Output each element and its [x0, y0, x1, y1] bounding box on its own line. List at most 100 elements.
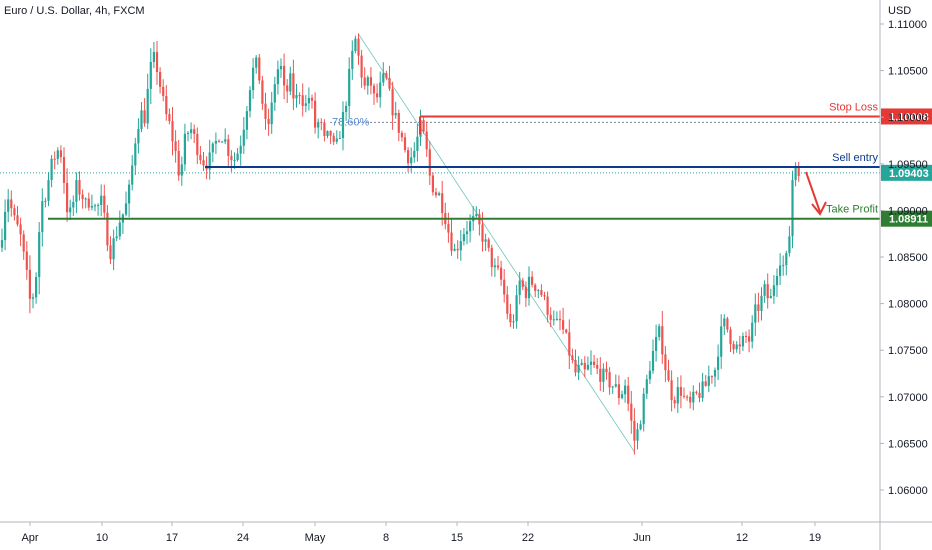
candle-body: [35, 277, 38, 298]
candle-body: [717, 356, 720, 370]
candle-body: [233, 159, 236, 161]
candle-body: [19, 224, 22, 235]
take-profit-price-tag-text: 1.08911: [889, 214, 928, 226]
candle-body: [66, 182, 69, 213]
candle-body: [78, 180, 81, 195]
candle-body: [388, 78, 391, 89]
candle-body: [314, 100, 317, 128]
candle-body: [335, 138, 338, 142]
x-tick-label: 12: [736, 532, 748, 544]
candle-body: [531, 276, 534, 285]
candle-body: [735, 344, 738, 350]
currency-label: USD: [888, 5, 911, 17]
trade-arrow: [805, 171, 821, 213]
candle-body: [791, 180, 794, 237]
candle-body: [670, 380, 673, 401]
candle-body: [134, 143, 137, 166]
candle-body: [630, 403, 633, 421]
candle-body: [56, 150, 59, 159]
candle-body: [720, 326, 723, 357]
candle-body: [298, 95, 301, 97]
candle-body: [434, 192, 438, 196]
candle-body: [261, 80, 264, 104]
candle-body: [103, 195, 106, 213]
candle-body: [292, 73, 295, 99]
candle-body: [794, 167, 797, 181]
candle-body: [289, 73, 292, 92]
candle-body: [506, 294, 509, 314]
candle-body: [521, 280, 524, 287]
candle-body: [369, 77, 372, 86]
candle-body: [593, 361, 596, 365]
candle-body: [775, 276, 779, 286]
candle-body: [751, 322, 754, 342]
candle-body: [673, 400, 676, 404]
candle-body: [605, 368, 608, 373]
candle-body: [679, 387, 682, 396]
candle-body: [72, 201, 75, 208]
candle-body: [620, 394, 624, 399]
candle-body: [534, 284, 537, 291]
trendline[interactable]: [357, 33, 636, 453]
candle-body: [264, 103, 267, 119]
candle-body: [689, 396, 692, 403]
candle-body: [320, 122, 323, 124]
sell-entry-price-tag: [881, 164, 932, 181]
candle-body: [565, 329, 568, 333]
y-tick-label: 1.07000: [888, 392, 928, 404]
candle-body: [465, 231, 469, 235]
x-tick-label: 24: [237, 532, 249, 544]
candle-body: [112, 238, 115, 260]
candle-body: [772, 285, 775, 296]
candle-body: [59, 150, 62, 158]
candle-body: [93, 205, 97, 207]
candle-body: [214, 140, 217, 144]
candle-body: [62, 157, 66, 183]
candle-body: [267, 118, 270, 125]
candle-body: [202, 160, 205, 166]
candle-body: [279, 65, 283, 70]
candle-body: [211, 143, 214, 153]
candle-body: [558, 318, 562, 321]
candle-body: [159, 72, 162, 87]
candle-body: [354, 38, 357, 51]
candle-body: [658, 326, 661, 338]
candle-body: [379, 82, 382, 98]
sell-entry-price-tag-text: 1.09403: [889, 168, 929, 180]
candle-body: [741, 336, 744, 347]
symbol-title: Euro / U.S. Dollar, 4h, FXCM: [4, 5, 145, 17]
candle-body: [295, 95, 298, 99]
candle-body: [196, 133, 199, 155]
candle-body: [301, 95, 304, 106]
candle-body: [496, 265, 500, 268]
candle-body: [763, 284, 766, 296]
candle-body: [97, 204, 100, 206]
candle-body: [190, 129, 193, 134]
candle-body: [38, 232, 41, 278]
candle-body: [710, 376, 713, 378]
candle-body: [661, 326, 664, 355]
y-tick-label: 1.08000: [888, 299, 928, 311]
candle-body: [106, 212, 109, 246]
candle-body: [326, 131, 329, 137]
candle-body: [248, 90, 252, 112]
candle-body: [128, 184, 131, 204]
candle-body: [217, 140, 221, 142]
candle-body: [599, 368, 602, 382]
candle-body: [583, 362, 586, 370]
candle-body: [304, 103, 307, 106]
candle-body: [193, 129, 196, 134]
candle-body: [509, 313, 512, 323]
candle-body: [81, 194, 84, 200]
candle-body: [348, 68, 351, 106]
take-profit-label: Take Profit: [826, 204, 878, 216]
candle-body: [149, 61, 152, 89]
candle-body: [453, 248, 456, 251]
y-tick-label: 1.06500: [888, 438, 928, 450]
candle-body: [242, 129, 245, 146]
candle-body: [552, 319, 555, 321]
y-tick-label: 1.07500: [888, 345, 928, 357]
candle-body: [323, 122, 326, 137]
candle-body: [16, 215, 19, 225]
